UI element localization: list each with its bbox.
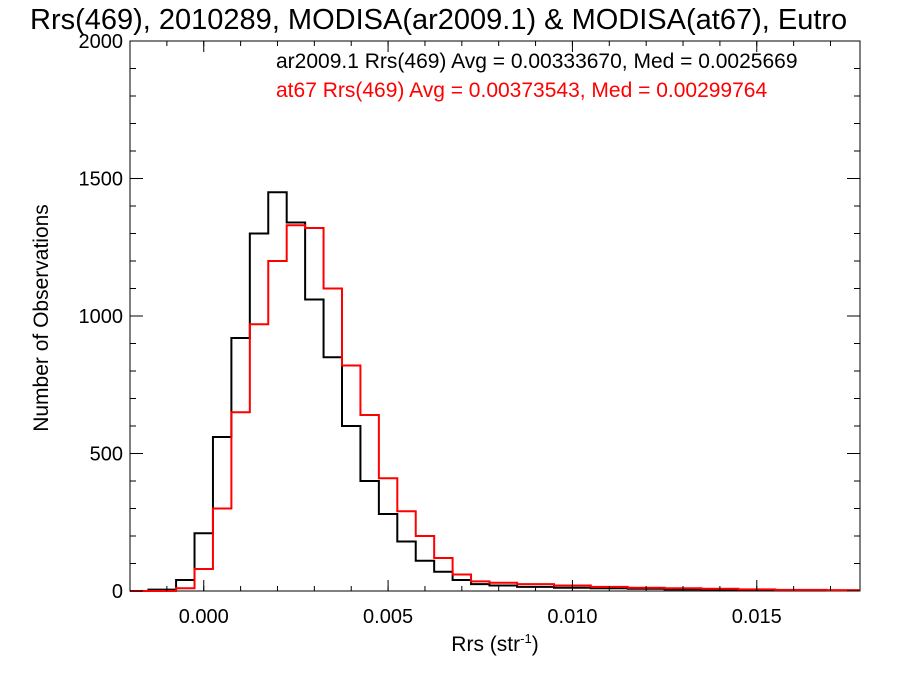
chart-title: Rrs(469), 2010289, MODISA(ar2009.1) & MO… (30, 4, 847, 36)
x-axis-label: Rrs (str-1) (451, 631, 538, 656)
annotation-ar2009: ar2009.1 Rrs(469) Avg = 0.00333670, Med … (276, 50, 798, 73)
y-tick-label: 500 (90, 444, 123, 466)
y-axis-label: Number of Observations (30, 204, 53, 432)
y-tick-label: 0 (112, 581, 123, 603)
y-tick-label: 2000 (79, 31, 124, 53)
x-axis-label-superscript: -1 (520, 631, 532, 646)
x-tick-label: 0.005 (363, 606, 413, 628)
axes-layer: 0.000 0.005 0.010 0.015 0 500 1000 1500 2000 (79, 31, 860, 628)
series-layer (130, 191, 860, 592)
y-tick-label: 1000 (79, 306, 124, 328)
x-tick-label: 0.015 (732, 606, 782, 628)
x-tick-label: 0.010 (547, 606, 597, 628)
x-tick-label: 0.000 (179, 606, 229, 628)
series-line-2 (130, 224, 860, 592)
y-tick-label: 1500 (79, 169, 124, 191)
x-axis-label-end: ) (532, 633, 539, 656)
x-axis-label-main: Rrs (str (451, 633, 520, 656)
annotation-at67: at67 Rrs(469) Avg = 0.00373543, Med = 0.… (276, 79, 767, 102)
